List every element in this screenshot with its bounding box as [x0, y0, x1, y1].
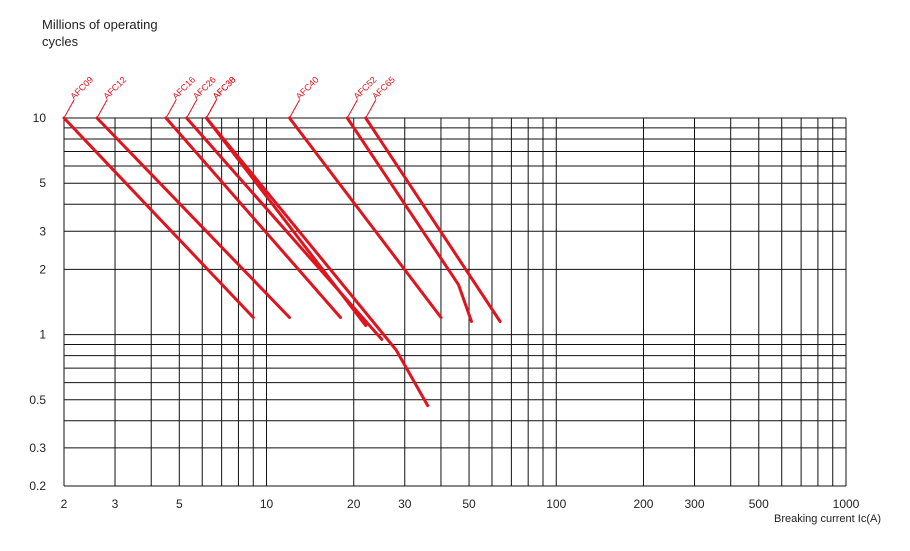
x-tick-label: 300 — [684, 497, 704, 511]
y-tick-label: 0.2 — [29, 479, 46, 493]
y-tick-label: 3 — [39, 224, 46, 238]
series-leader-line — [186, 99, 198, 119]
series-label: AFC09 — [68, 75, 95, 102]
y-tick-label: 10 — [33, 111, 47, 125]
series-leader-line — [346, 99, 358, 119]
series-line — [164, 116, 342, 319]
x-tick-label: 200 — [633, 497, 653, 511]
x-tick-label: 10 — [260, 497, 274, 511]
series-line — [204, 116, 430, 408]
series-leader-line — [289, 99, 300, 119]
series-leader-line — [205, 99, 217, 119]
series-label: AFC40 — [294, 75, 321, 102]
y-tick-label: 2 — [39, 262, 46, 276]
x-tick-label: 50 — [462, 497, 476, 511]
series-leader-line — [96, 99, 108, 119]
series-line — [95, 116, 291, 319]
x-tick-label: 20 — [347, 497, 361, 511]
x-tick-label: 500 — [749, 497, 769, 511]
y-tick-label: 1 — [39, 328, 46, 342]
series-line — [62, 116, 255, 319]
x-tick-label: 3 — [112, 497, 119, 511]
y-tick-label: 0.3 — [29, 441, 46, 455]
y-tick-label: 5 — [39, 176, 46, 190]
series-leader-line — [365, 99, 377, 119]
series-label: AFC12 — [101, 75, 128, 102]
x-tick-label: 30 — [398, 497, 412, 511]
series-leader-line — [63, 99, 75, 119]
x-tick-label: 5 — [176, 497, 183, 511]
x-axis-label: Breaking current Ic(A) — [774, 513, 881, 525]
series-line — [364, 116, 502, 323]
x-tick-label: 1000 — [833, 497, 860, 511]
y-axis-label: Millions of operating cycles — [42, 17, 158, 49]
series-line — [345, 116, 473, 323]
series-leader-line — [165, 99, 177, 119]
y-tick-label: 0.5 — [29, 393, 46, 407]
series-line — [288, 116, 443, 319]
x-tick-label: 2 — [61, 497, 68, 511]
x-tick-label: 100 — [546, 497, 566, 511]
